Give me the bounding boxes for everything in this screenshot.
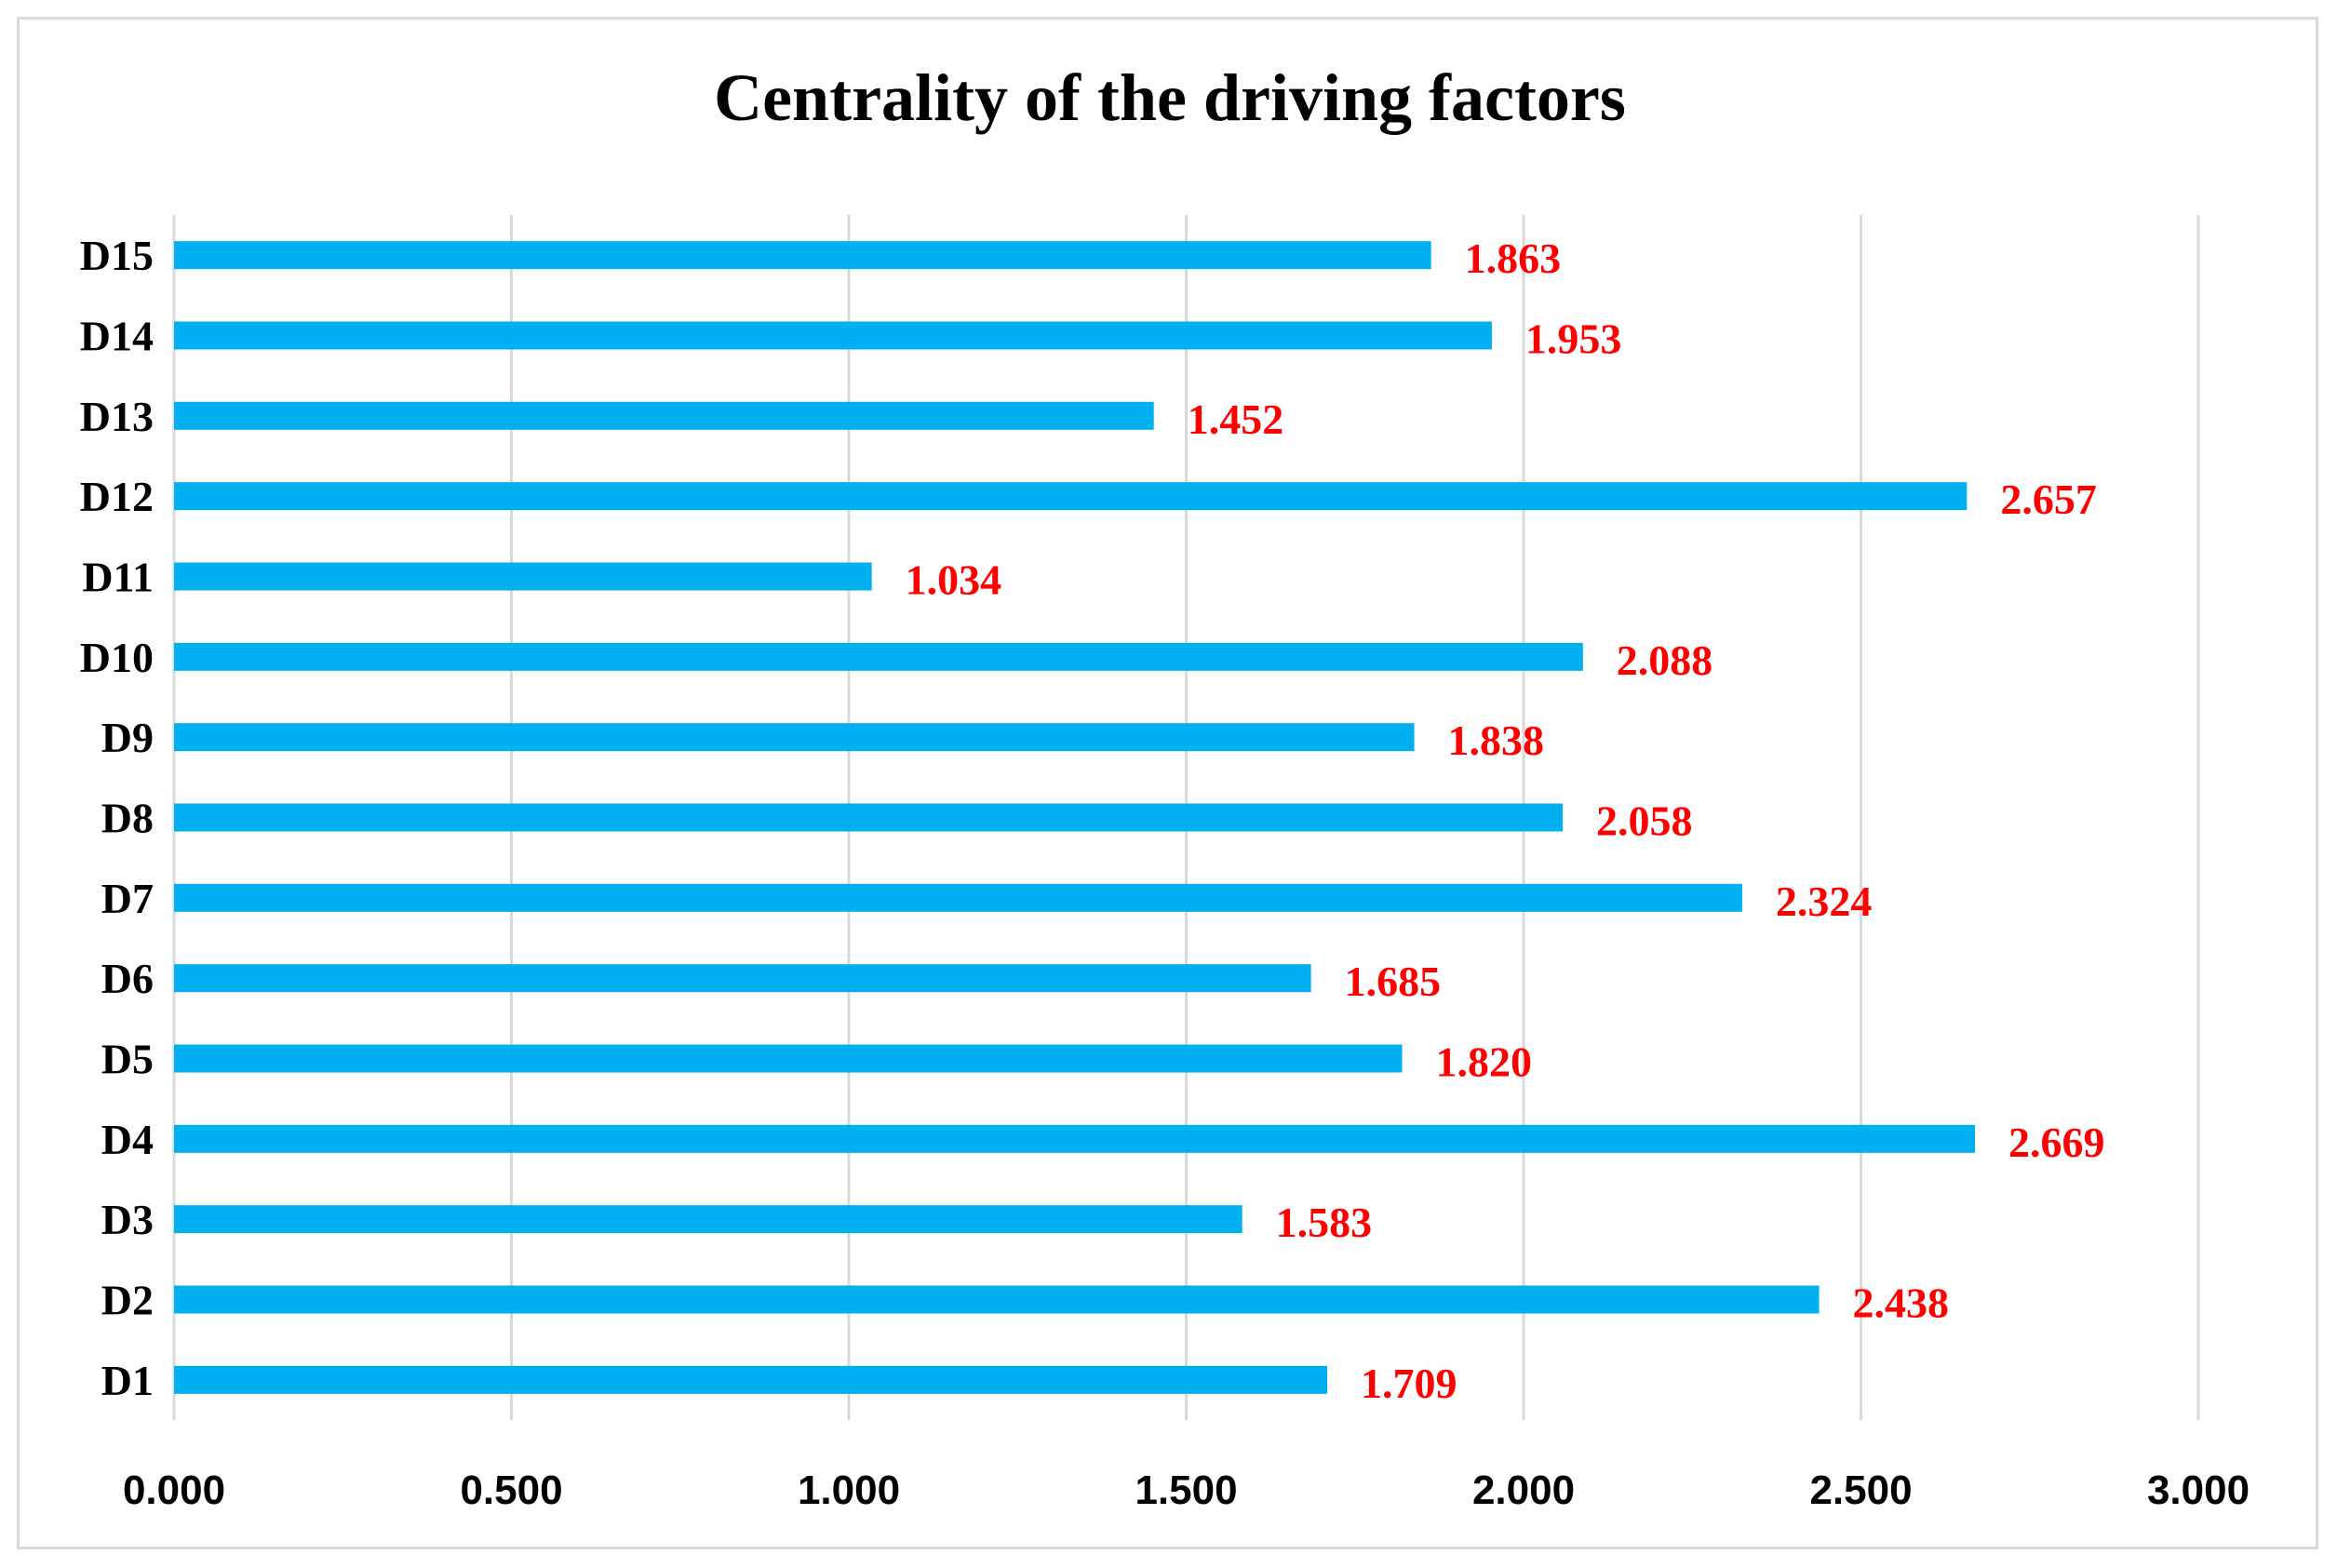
category-label: D13 [80, 393, 154, 440]
category-label: D10 [80, 634, 154, 681]
category-label: D5 [101, 1036, 154, 1083]
chart-title: Centrality of the driving factors [714, 60, 1626, 135]
bar-d2 [174, 1285, 1820, 1314]
data-label: 1.685 [1345, 958, 1442, 1005]
data-label: 2.657 [2000, 476, 2097, 523]
category-label: D2 [101, 1277, 154, 1324]
bar-d1 [174, 1365, 1328, 1394]
data-label: 2.058 [1596, 797, 1693, 845]
data-label: 1.583 [1276, 1199, 1373, 1246]
bar-d11 [174, 562, 872, 591]
category-label: D4 [101, 1116, 154, 1163]
bar-d5 [174, 1044, 1403, 1073]
bar-d14 [174, 321, 1492, 350]
bars [174, 241, 1976, 1394]
bar-d6 [174, 964, 1311, 993]
bar-d9 [174, 723, 1415, 752]
category-label: D12 [80, 473, 154, 520]
x-tick-label: 0.500 [460, 1467, 562, 1513]
data-label: 1.034 [906, 556, 1002, 604]
data-label: 2.324 [1776, 878, 1873, 925]
bar-d12 [174, 482, 1968, 511]
x-tick-label: 1.500 [1135, 1467, 1237, 1513]
category-label: D15 [80, 232, 154, 279]
x-axis-tick-labels: 0.000 0.500 1.000 1.500 2.000 2.500 3.000 [123, 1467, 2250, 1513]
x-tick-label: 2.500 [1809, 1467, 1912, 1513]
category-label: D9 [101, 714, 154, 761]
x-tick-label: 0.000 [123, 1467, 225, 1513]
bar-d13 [174, 401, 1154, 430]
category-label: D3 [101, 1196, 154, 1243]
category-label: D6 [101, 955, 154, 1002]
bar-d4 [174, 1124, 1976, 1153]
bar-chart: Centrality of the driving factors D1 D2 D3… [80, 60, 2250, 1513]
x-tick-label: 1.000 [798, 1467, 900, 1513]
data-label: 1.820 [1436, 1039, 1533, 1086]
data-labels: 1.709 2.438 1.583 2.669 1.820 1.685 2.324 2.058… [906, 235, 2105, 1407]
category-label: D8 [101, 795, 154, 842]
data-label: 1.709 [1361, 1360, 1457, 1407]
category-label: D7 [101, 875, 154, 922]
category-label: D14 [80, 313, 154, 360]
bar-d15 [174, 241, 1431, 270]
x-tick-label: 2.000 [1472, 1467, 1575, 1513]
bar-d3 [174, 1205, 1242, 1234]
data-label: 1.452 [1188, 395, 1284, 443]
chart-frame: Centrality of the driving factors D1 D2 D3… [17, 17, 2318, 1549]
bar-d7 [174, 883, 1742, 912]
data-label: 1.953 [1525, 315, 1622, 363]
data-label: 2.669 [2008, 1119, 2105, 1166]
bar-d8 [174, 803, 1564, 832]
category-label: D1 [101, 1357, 154, 1404]
data-label: 1.863 [1465, 235, 1562, 282]
data-label: 2.438 [1853, 1280, 1950, 1327]
data-label: 2.088 [1617, 637, 1713, 684]
bar-d10 [174, 642, 1583, 671]
category-label: D11 [82, 554, 154, 601]
x-tick-label: 3.000 [2147, 1467, 2250, 1513]
category-labels: D1 D2 D3 D4 D5 D6 D7 D8 D9 D10 D11 D12 D13 D14 D15 [80, 232, 154, 1404]
data-label: 1.838 [1448, 717, 1545, 764]
